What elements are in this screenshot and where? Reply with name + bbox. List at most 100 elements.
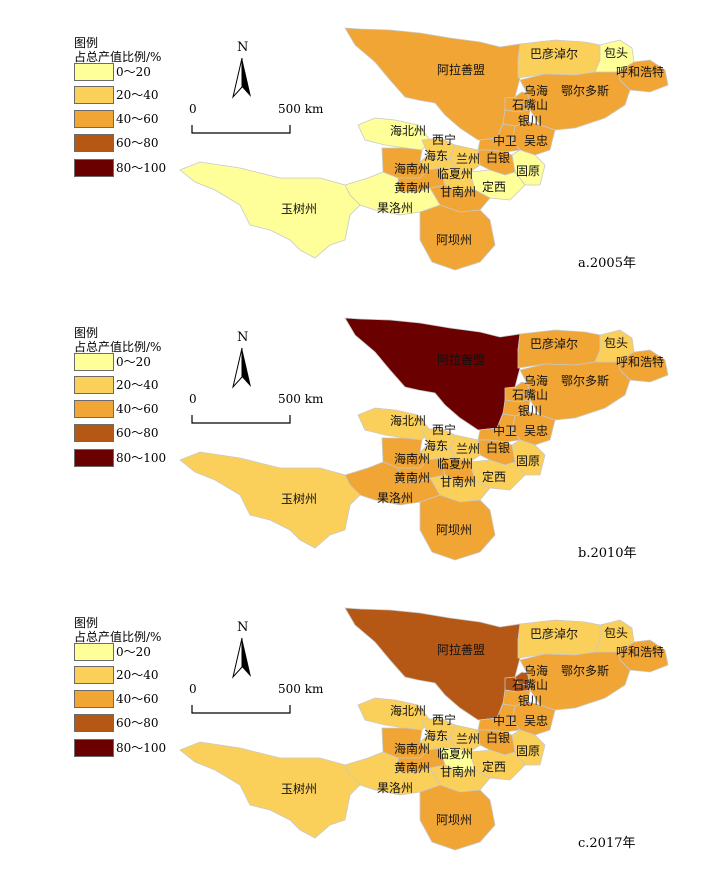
region-label: 玉树州 (281, 201, 317, 216)
region-玉树州 (179, 451, 361, 549)
legend-swatch (74, 110, 114, 128)
scale-end: 500 km (278, 102, 324, 116)
legend-label: 80～100 (116, 451, 167, 465)
north-label: N (237, 620, 249, 635)
legend-item: 60～80 (74, 134, 214, 154)
scale-start: 0 (189, 392, 197, 406)
region-label: 玉树州 (281, 491, 317, 506)
region-label: 海东 (424, 438, 448, 453)
region-label: 呼和浩特 (616, 64, 664, 79)
legend-item: 60～80 (74, 424, 214, 444)
region-果洛州 (344, 171, 441, 216)
region-label: 定西 (482, 179, 506, 194)
scale-bar: 0 500 km (186, 390, 326, 430)
region-label: 海北州 (390, 703, 426, 718)
legend-item: 20～40 (74, 86, 214, 106)
legend-swatch (74, 159, 114, 177)
legend-label: 60～80 (116, 136, 159, 150)
scale-start: 0 (189, 102, 197, 116)
region-玉树州 (179, 741, 361, 839)
region-label: 巴彦淖尔 (530, 626, 578, 641)
legend-title: 图例 (74, 36, 99, 50)
map-panel-1: 阿拉善盟 巴彦淖尔 包头 呼和浩特 乌海 鄂尔多斯 石嘴山 银川 吴忠 中卫 固原 白银 兰州 定西 临夏州… (0, 0, 727, 290)
legend-label: 20～40 (116, 668, 159, 682)
region-label: 鄂尔多斯 (561, 663, 609, 678)
region-label: 甘南州 (440, 184, 476, 199)
region-label: 甘南州 (440, 474, 476, 489)
scale-start: 0 (189, 682, 197, 696)
scale-end: 500 km (278, 682, 324, 696)
region-label: 西宁 (432, 132, 456, 147)
region-label: 白银 (486, 440, 510, 455)
legend-label: 0～20 (116, 355, 151, 369)
legend-swatch (74, 63, 114, 81)
scale-end: 500 km (278, 392, 324, 406)
legend-swatch (74, 666, 114, 684)
legend-item: 20～40 (74, 376, 214, 396)
legend-swatch (74, 353, 114, 371)
legend: 图例 占总产值比例/% 0～20 20～40 40～60 60～80 80～100 (74, 616, 214, 757)
legend-label: 0～20 (116, 65, 151, 79)
region-label: 海南州 (394, 741, 430, 756)
legend-label: 80～100 (116, 161, 167, 175)
region-阿坝州 (419, 204, 496, 271)
region-label: 海北州 (390, 123, 426, 138)
region-label: 临夏州 (437, 167, 473, 181)
north-arrow-icon: N (230, 330, 254, 390)
legend-item: 60～80 (74, 714, 214, 734)
region-label: 阿坝州 (436, 233, 472, 247)
legend-swatch (74, 400, 114, 418)
scale-bar: 0 500 km (186, 100, 326, 140)
region-label: 阿坝州 (436, 813, 472, 827)
north-label: N (237, 40, 249, 55)
region-果洛州 (344, 461, 441, 506)
region-label: 石嘴山 (512, 388, 548, 402)
region-label: 果洛州 (377, 490, 413, 505)
legend-subtitle: 占总产值比例/% (74, 340, 162, 354)
region-label: 海北州 (390, 413, 426, 428)
legend: 图例 占总产值比例/% 0～20 20～40 40～60 60～80 80～100 (74, 36, 214, 177)
legend-swatch (74, 714, 114, 732)
region-玉树州 (179, 161, 361, 259)
legend-swatch (74, 134, 114, 152)
region-label: 兰州 (456, 442, 480, 456)
legend-label: 80～100 (116, 741, 167, 755)
region-label: 银川 (518, 114, 542, 128)
region-label: 临夏州 (437, 457, 473, 471)
region-label: 临夏州 (437, 747, 473, 761)
legend-item: 20～40 (74, 666, 214, 686)
north-label: N (237, 330, 249, 345)
legend-swatch (74, 690, 114, 708)
region-label: 果洛州 (377, 200, 413, 215)
region-label: 固原 (516, 744, 540, 758)
legend-item: 0～20 (74, 643, 214, 663)
map-panel-2: 阿拉善盟 巴彦淖尔 包头 呼和浩特 乌海 鄂尔多斯 石嘴山 银川 吴忠 中卫 固原 白银 兰州 定西 临夏州… (0, 290, 727, 580)
panel-caption: c.2017年 (578, 836, 636, 851)
region-label: 海东 (424, 148, 448, 163)
region-label: 阿坝州 (436, 523, 472, 537)
legend-label: 40～60 (116, 692, 159, 706)
region-label: 包头 (604, 626, 628, 640)
panel-caption: a.2005年 (578, 256, 636, 271)
legend-swatch (74, 86, 114, 104)
region-label: 固原 (516, 454, 540, 468)
region-label: 西宁 (432, 422, 456, 437)
panel-caption: b.2010年 (578, 546, 637, 561)
region-label: 银川 (518, 404, 542, 418)
region-label: 黄南州 (394, 760, 430, 775)
legend-swatch (74, 424, 114, 442)
region-label: 吴忠 (524, 714, 548, 728)
legend-item: 40～60 (74, 110, 214, 130)
legend-item: 40～60 (74, 400, 214, 420)
region-label: 中卫 (493, 713, 517, 728)
region-label: 玉树州 (281, 781, 317, 796)
region-label: 白银 (486, 730, 510, 745)
region-阿坝州 (419, 784, 496, 851)
legend-swatch (74, 643, 114, 661)
region-label: 兰州 (456, 732, 480, 746)
region-label: 甘南州 (440, 764, 476, 779)
legend-item: 80～100 (74, 159, 214, 179)
legend: 图例 占总产值比例/% 0～20 20～40 40～60 60～80 80～100 (74, 326, 214, 467)
region-label: 阿拉善盟 (437, 642, 485, 657)
